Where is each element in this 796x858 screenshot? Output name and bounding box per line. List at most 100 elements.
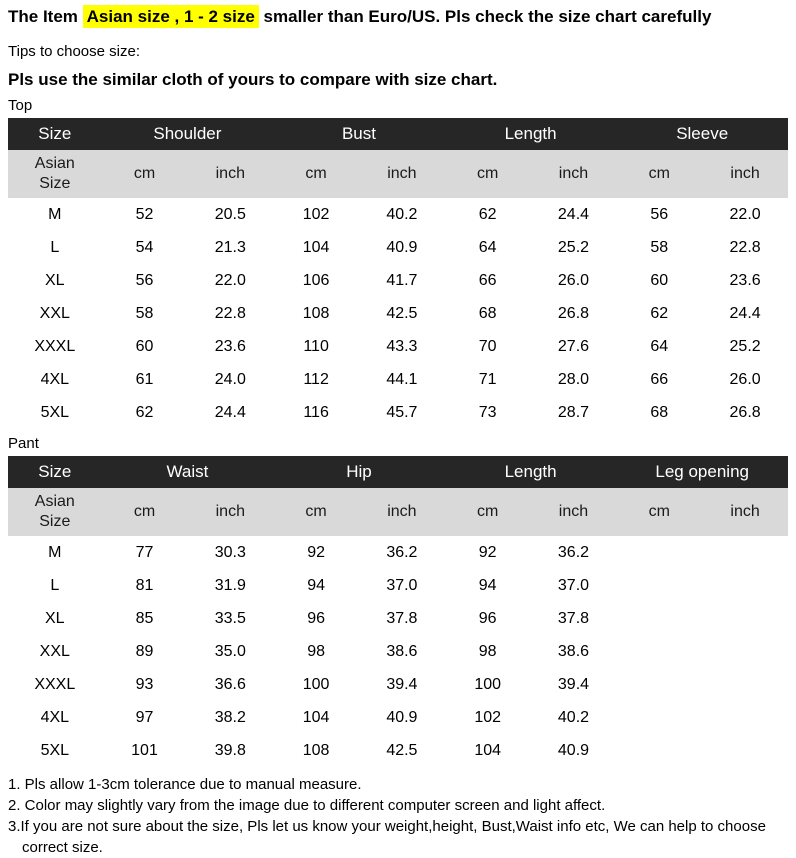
value-cell: 39.4 bbox=[386, 675, 418, 693]
value-cell: 108 bbox=[302, 741, 330, 759]
value-cell: 97 bbox=[135, 708, 154, 726]
value-cell: 98 bbox=[307, 642, 325, 660]
value-cell: 52 bbox=[135, 205, 154, 223]
value-cell bbox=[702, 734, 788, 767]
column-header-hip: Hip bbox=[273, 456, 445, 488]
value-cell: 39.4 bbox=[557, 675, 590, 693]
title-prefix: The Item bbox=[8, 7, 83, 26]
table-row: M 77 30.3 92 36.2 92 36.2 bbox=[8, 536, 788, 569]
value-cell: 23.6 bbox=[729, 271, 761, 289]
value-cell: 43.3 bbox=[386, 337, 418, 355]
tips-label: Tips to choose size: bbox=[8, 43, 141, 60]
value-cell: 26.0 bbox=[729, 370, 761, 388]
value-cell bbox=[702, 569, 788, 602]
size-cell: M bbox=[48, 543, 62, 561]
column-header-size: Size bbox=[8, 456, 102, 488]
value-cell: 68 bbox=[478, 304, 497, 322]
unit-label: inch bbox=[358, 150, 445, 198]
unit-label: cm bbox=[273, 150, 359, 198]
value-cell: 110 bbox=[303, 337, 329, 355]
value-cell: 31.9 bbox=[214, 576, 246, 594]
table-row: XL 85 33.5 96 37.8 96 37.8 bbox=[8, 602, 788, 635]
unit-label: cm bbox=[273, 488, 359, 536]
section-label-top: Top bbox=[8, 97, 33, 114]
value-cell bbox=[702, 635, 788, 668]
value-cell: 92 bbox=[478, 543, 497, 561]
value-cell bbox=[702, 536, 788, 569]
table-row: 5XL 62 24.4 116 45.7 73 28.7 68 26.8 bbox=[8, 396, 788, 429]
value-cell: 36.2 bbox=[386, 543, 418, 561]
table-row: L 81 31.9 94 37.0 94 37.0 bbox=[8, 569, 788, 602]
value-cell bbox=[702, 668, 788, 701]
value-cell: 40.2 bbox=[557, 708, 590, 726]
value-cell: 33.5 bbox=[214, 609, 246, 627]
value-cell: 28.7 bbox=[557, 403, 590, 421]
value-cell: 36.6 bbox=[214, 675, 246, 693]
value-cell bbox=[702, 602, 788, 635]
value-cell: 40.9 bbox=[386, 708, 418, 726]
column-header-length: Length bbox=[444, 118, 617, 150]
value-cell: 25.2 bbox=[557, 238, 590, 256]
value-cell: 42.5 bbox=[386, 741, 418, 759]
value-cell: 24.4 bbox=[729, 304, 761, 322]
value-cell: 23.6 bbox=[214, 337, 246, 355]
value-cell: 25.2 bbox=[729, 337, 761, 355]
value-cell: 22.8 bbox=[729, 238, 761, 256]
value-cell: 56 bbox=[135, 271, 154, 289]
value-cell: 60 bbox=[135, 337, 154, 355]
unit-label: cm bbox=[101, 488, 188, 536]
value-cell: 45.7 bbox=[386, 403, 418, 421]
size-cell: 5XL bbox=[40, 741, 70, 759]
value-cell: 93 bbox=[135, 675, 154, 693]
value-cell: 73 bbox=[478, 403, 497, 421]
unit-label: cm bbox=[444, 488, 531, 536]
value-cell bbox=[616, 668, 702, 701]
table-row: XL 56 22.0 106 41.7 66 26.0 60 23.6 bbox=[8, 264, 788, 297]
table-row: 5XL 101 39.8 108 42.5 104 40.9 bbox=[8, 734, 788, 767]
unit-label: inch bbox=[187, 150, 274, 198]
size-cell: L bbox=[50, 576, 60, 594]
value-cell: 70 bbox=[478, 337, 497, 355]
size-cell: M bbox=[48, 205, 62, 223]
value-cell: 108 bbox=[302, 304, 330, 322]
value-cell: 40.9 bbox=[557, 741, 590, 759]
table-row: XXXL 60 23.6 110 43.3 70 27.6 64 25.2 bbox=[8, 330, 788, 363]
unit-label: cm bbox=[616, 488, 703, 536]
value-cell: 62 bbox=[650, 304, 669, 322]
unit-label: cm bbox=[616, 150, 703, 198]
footer-notes: 1. Pls allow 1-3cm tolerance due to manu… bbox=[8, 774, 788, 858]
value-cell: 26.8 bbox=[557, 304, 590, 322]
value-cell: 85 bbox=[135, 609, 154, 627]
column-header-leg-opening: Leg opening bbox=[616, 456, 788, 488]
value-cell: 60 bbox=[650, 271, 669, 289]
table-row: XXL 58 22.8 108 42.5 68 26.8 62 24.4 bbox=[8, 297, 788, 330]
unit-label: inch bbox=[530, 488, 617, 536]
value-cell: 58 bbox=[650, 238, 669, 256]
value-cell: 81 bbox=[135, 576, 154, 594]
table-row: 4XL 97 38.2 104 40.9 102 40.2 bbox=[8, 701, 788, 734]
value-cell: 38.6 bbox=[386, 642, 418, 660]
column-header-shoulder: Shoulder bbox=[101, 118, 274, 150]
value-cell: 64 bbox=[650, 337, 669, 355]
section-label-pant: Pant bbox=[8, 435, 39, 452]
value-cell: 101 bbox=[131, 741, 158, 759]
value-cell: 66 bbox=[650, 370, 669, 388]
value-cell: 44.1 bbox=[386, 370, 418, 388]
value-cell: 96 bbox=[307, 609, 325, 627]
page-title: The Item Asian size , 1 - 2 size smaller… bbox=[8, 5, 788, 29]
size-cell: XXL bbox=[39, 642, 70, 660]
size-cell: XXL bbox=[39, 304, 70, 322]
value-cell: 116 bbox=[303, 403, 329, 421]
value-cell: 41.7 bbox=[386, 271, 418, 289]
value-cell: 26.8 bbox=[729, 403, 761, 421]
value-cell: 61 bbox=[135, 370, 154, 388]
value-cell: 58 bbox=[135, 304, 154, 322]
column-header-sleeve: Sleeve bbox=[616, 118, 788, 150]
value-cell: 26.0 bbox=[557, 271, 590, 289]
size-cell: 5XL bbox=[40, 403, 70, 421]
subheader-asian-size: Asian Size bbox=[8, 488, 102, 536]
title-suffix: smaller than Euro/US. Pls check the size… bbox=[258, 7, 712, 26]
unit-label: inch bbox=[702, 488, 788, 536]
value-cell: 40.2 bbox=[386, 205, 418, 223]
table-row: XXXL 93 36.6 100 39.4 100 39.4 bbox=[8, 668, 788, 701]
